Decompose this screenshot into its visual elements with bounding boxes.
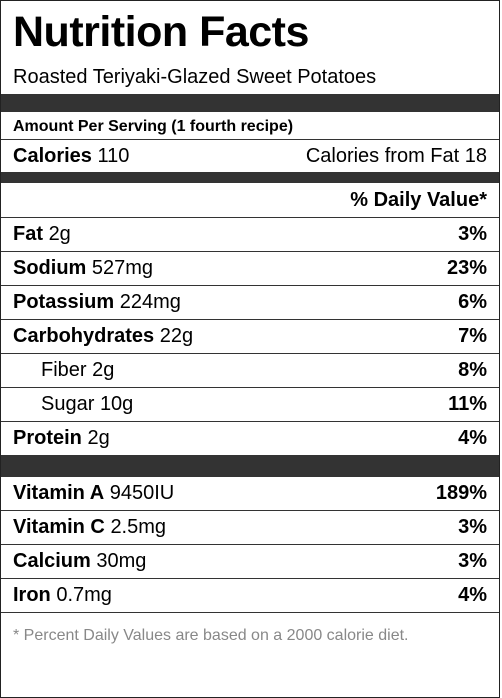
nutrient: Sugar 10g [13, 393, 133, 416]
nutrient: Protein 2g [13, 427, 110, 450]
nutrient-percent: 3% [458, 550, 487, 572]
nutrient-row: Potassium 224mg 6% [1, 285, 499, 319]
nutrient: Carbohydrates 22g [13, 325, 193, 348]
nutrient-amount: 2.5mg [110, 516, 167, 538]
nutrient: Potassium 224mg [13, 291, 181, 314]
nutrient-percent: 3% [458, 516, 487, 538]
nutrient-row: Vitamin C 2.5mg 3% [1, 510, 499, 544]
nutrient-percent: 6% [458, 291, 487, 313]
nutrient-percent: 189% [435, 482, 487, 504]
nutrient-row: Sugar 10g 11% [1, 387, 499, 421]
nutrient-percent: 3% [458, 223, 487, 245]
calories-label: Calories [13, 144, 92, 167]
divider [1, 94, 499, 112]
nutrient-row: Iron 0.7mg 4% [1, 578, 499, 612]
nutrient-name: Protein [13, 427, 82, 449]
nutrient-row: Fiber 2g 8% [1, 353, 499, 387]
nutrient-amount: 30mg [96, 550, 147, 572]
daily-value-header: % Daily Value* [350, 188, 487, 211]
nutrient-percent: 11% [448, 393, 487, 415]
nutrient: Fat 2g [13, 223, 71, 246]
fat-calories-value: 18 [464, 144, 487, 167]
nutrient: Calcium 30mg [13, 550, 146, 573]
title: Nutrition Facts [13, 8, 309, 56]
nutrient-percent: 23% [446, 257, 487, 279]
nutrient-row: Sodium 527mg 23% [1, 251, 499, 285]
nutrient-amount: 22g [159, 325, 194, 347]
nutrient-name: Vitamin A [13, 482, 105, 504]
nutrient: Vitamin C 2.5mg [13, 516, 166, 539]
nutrient: Vitamin A 9450IU [13, 482, 174, 505]
nutrient-name: Calcium [13, 550, 91, 572]
nutrient-name: Fat [13, 223, 43, 245]
nutrient-name: Sugar [41, 393, 95, 415]
nutrient-amount: 527mg [91, 257, 154, 279]
nutrient-row: Vitamin A 9450IU 189% [1, 476, 499, 510]
nutrient-row: Fat 2g 3% [1, 217, 499, 251]
nutrient-name: Sodium [13, 257, 87, 279]
nutrient-amount: 9450IU [109, 482, 175, 504]
nutrient-name: Potassium [13, 291, 115, 313]
nutrient-name: Vitamin C [13, 516, 105, 538]
nutrient-percent: 4% [458, 584, 487, 606]
fat-calories-label: Calories from Fat [305, 144, 460, 167]
serving: Amount Per Serving (1 fourth recipe) [13, 118, 294, 135]
divider [1, 455, 499, 476]
nutrient-name: Carbohydrates [13, 325, 155, 347]
nutrient-name: Fiber [41, 359, 87, 381]
nutrient-percent: 4% [458, 427, 487, 449]
nutrient-amount: 2g [92, 359, 115, 381]
nutrient-amount: 0.7mg [56, 584, 112, 606]
nutrient-percent: 7% [458, 325, 487, 347]
nutrient-amount: 2g [87, 427, 110, 449]
subtitle: Roasted Teriyaki-Glazed Sweet Potatoes [13, 66, 377, 88]
calories-row: Calories 110 Calories from Fat 18 [1, 139, 499, 172]
nutrient-amount: 224mg [119, 291, 181, 313]
footnote: * Percent Daily Values are based on a 20… [1, 612, 499, 652]
nutrient-row: Calcium 30mg 3% [1, 544, 499, 578]
nutrient-name: Iron [13, 584, 51, 606]
nutrient: Iron 0.7mg [13, 584, 112, 607]
nutrients: Fat 2g 3% Sodium 527mg 23% Potassium 224mg 6%… [1, 217, 499, 455]
nutrient: Sodium 527mg [13, 257, 153, 280]
vitamins: Vitamin A 9450IU 189% Vitamin C 2.5mg 3% Cal… [1, 476, 499, 612]
nutrient: Fiber 2g [13, 359, 114, 382]
calories-value: 110 [97, 144, 130, 167]
nutrient-row: Carbohydrates 22g 7% [1, 319, 499, 353]
nutrient-amount: 10g [99, 393, 134, 415]
nutrient-amount: 2g [48, 223, 71, 245]
nutrient-percent: 8% [458, 359, 487, 381]
divider [1, 172, 499, 183]
nutrient-row: Protein 2g 4% [1, 421, 499, 455]
